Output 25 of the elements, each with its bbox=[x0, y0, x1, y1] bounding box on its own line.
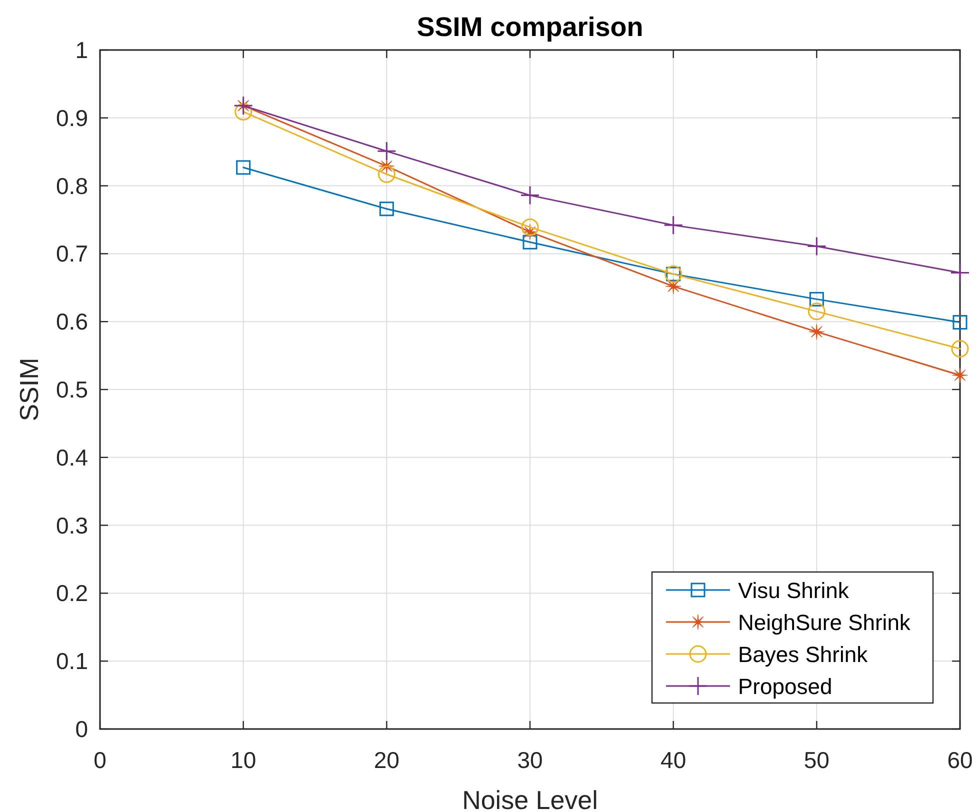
y-tick-label: 0.1 bbox=[56, 648, 88, 674]
y-tick-label: 0.6 bbox=[56, 308, 88, 335]
y-axis-title: SSIM bbox=[14, 358, 44, 422]
x-tick-label: 10 bbox=[230, 747, 256, 773]
x-tick-label: 0 bbox=[94, 747, 106, 773]
legend-label: Visu Shrink bbox=[738, 578, 850, 603]
chart-title: SSIM comparison bbox=[416, 12, 644, 42]
y-tick-label: 0.5 bbox=[56, 376, 88, 402]
legend-label: Proposed bbox=[738, 674, 832, 699]
x-tick-label: 40 bbox=[660, 747, 686, 773]
x-axis-title: Noise Level bbox=[462, 785, 598, 812]
y-tick-label: 0.4 bbox=[56, 444, 88, 470]
y-tick-label: 0.3 bbox=[56, 512, 88, 538]
x-tick-label: 50 bbox=[804, 747, 830, 773]
x-tick-label: 60 bbox=[947, 747, 973, 773]
x-tick-label: 20 bbox=[374, 747, 400, 773]
y-tick-label: 0 bbox=[75, 716, 88, 742]
y-tick-label: 0.9 bbox=[56, 104, 88, 131]
legend-label: Bayes Shrink bbox=[738, 642, 869, 667]
legend-label: NeighSure Shrink bbox=[738, 610, 912, 635]
y-tick-label: 0.7 bbox=[56, 240, 88, 267]
y-tick-label: 0.8 bbox=[56, 172, 88, 199]
x-tick-label: 30 bbox=[517, 747, 543, 773]
y-tick-label: 1 bbox=[75, 37, 88, 63]
y-tick-label: 0.2 bbox=[56, 580, 88, 606]
